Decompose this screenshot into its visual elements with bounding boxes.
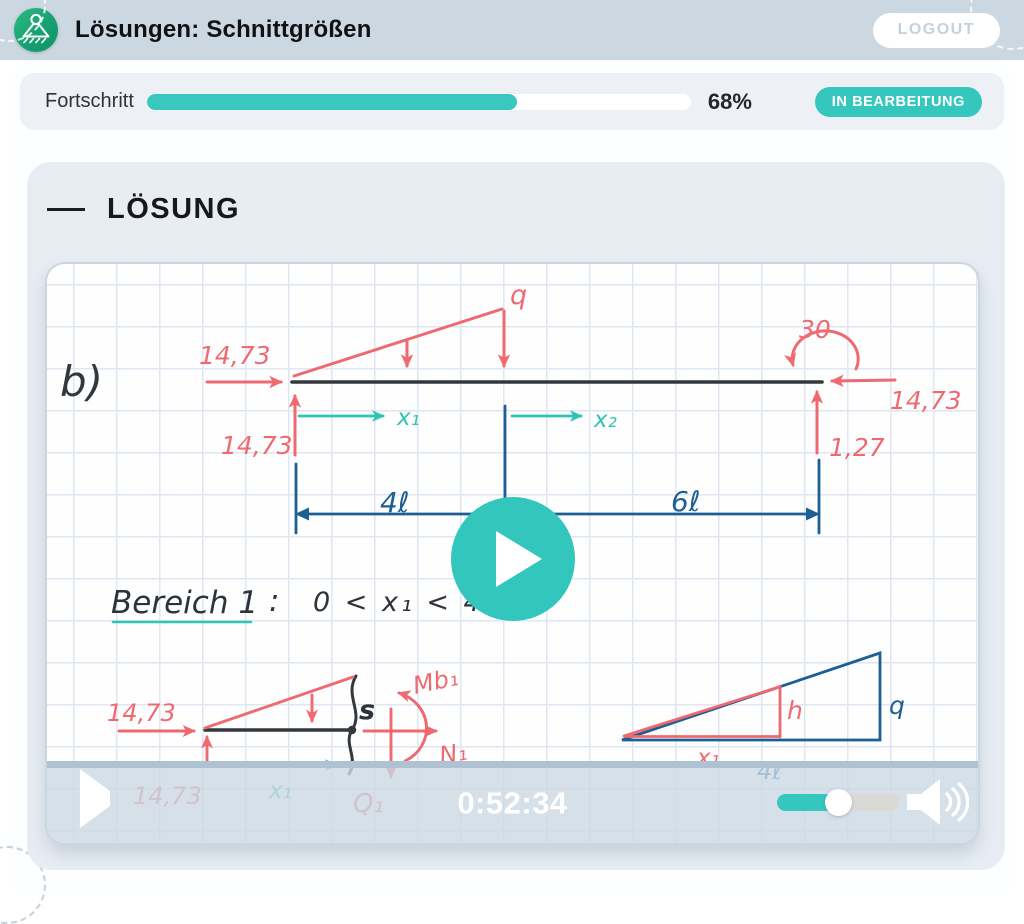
dim-6l-label: 6ℓ bbox=[671, 485, 700, 518]
region-colon: : bbox=[269, 583, 279, 619]
speaker-icon bbox=[907, 779, 970, 825]
beam-force-right-label: 14,73 bbox=[890, 386, 962, 415]
beam-reaction-right-label: 1,27 bbox=[829, 433, 885, 462]
solution-card: LÖSUNG b) bbox=[27, 162, 1005, 870]
cut-section-label: s bbox=[359, 695, 375, 726]
triangle-q-label: q bbox=[889, 691, 905, 720]
progress-label: Fortschritt bbox=[45, 90, 134, 112]
video-control-bar: 0:52:34 bbox=[47, 761, 978, 843]
app-header: Lösungen: Schnittgrößen LOGOUT bbox=[0, 0, 1024, 60]
cut-force-left-label: 14,73 bbox=[107, 699, 176, 727]
play-button[interactable] bbox=[451, 497, 575, 621]
playbar-play-button[interactable] bbox=[80, 768, 110, 828]
triangle-h-label: h bbox=[787, 696, 803, 725]
volume-knob[interactable] bbox=[825, 789, 852, 816]
progress-bar bbox=[146, 93, 691, 110]
beam-load-q-label: q bbox=[510, 280, 527, 311]
logout-button[interactable]: LOGOUT bbox=[872, 12, 1000, 48]
dim-4l-label: 4ℓ bbox=[380, 486, 409, 519]
cut-section-curve bbox=[347, 674, 358, 776]
volume-fill bbox=[777, 794, 838, 811]
progress-fill bbox=[146, 93, 517, 110]
region-heading: Bereich 1 : 0 < x₁ < 4 bbox=[111, 583, 484, 624]
playbar-play-icon bbox=[80, 768, 110, 828]
beam-force-left-label: 14,73 bbox=[199, 341, 271, 370]
progress-percent: 68% bbox=[707, 88, 752, 114]
beam-part-label: b) bbox=[60, 357, 103, 406]
time-display: 0:52:34 bbox=[457, 785, 568, 821]
heading-dash bbox=[47, 208, 85, 211]
beam-x1-label: x₁ bbox=[396, 405, 420, 431]
region-range: 0 < x₁ < 4 bbox=[313, 587, 484, 618]
region-title: Bereich 1 bbox=[111, 585, 258, 621]
progress-section: Fortschritt 68% IN BEARBEITUNG bbox=[20, 73, 1004, 130]
page-title: Lösungen: Schnittgrößen bbox=[75, 16, 372, 43]
status-badge: IN BEARBEITUNG bbox=[814, 86, 982, 117]
beam-x2-label: x₂ bbox=[593, 407, 617, 433]
seek-bar[interactable] bbox=[47, 761, 978, 768]
beam-moment-label: 30 bbox=[799, 315, 831, 344]
solution-heading: LÖSUNG bbox=[47, 193, 240, 226]
app-logo-icon bbox=[14, 8, 58, 52]
video-player[interactable]: b) 14,73 14,73 q 30 14,73 bbox=[45, 262, 980, 845]
beam-reaction-left-label: 14,73 bbox=[221, 431, 293, 460]
volume-slider[interactable] bbox=[777, 789, 899, 816]
cut-moment-label: Mb₁ bbox=[410, 663, 460, 700]
beam-diagram: b) 14,73 14,73 q 30 14,73 bbox=[60, 280, 962, 563]
play-icon bbox=[496, 531, 542, 587]
speaker-button[interactable] bbox=[905, 777, 970, 830]
solution-heading-text: LÖSUNG bbox=[107, 193, 241, 225]
